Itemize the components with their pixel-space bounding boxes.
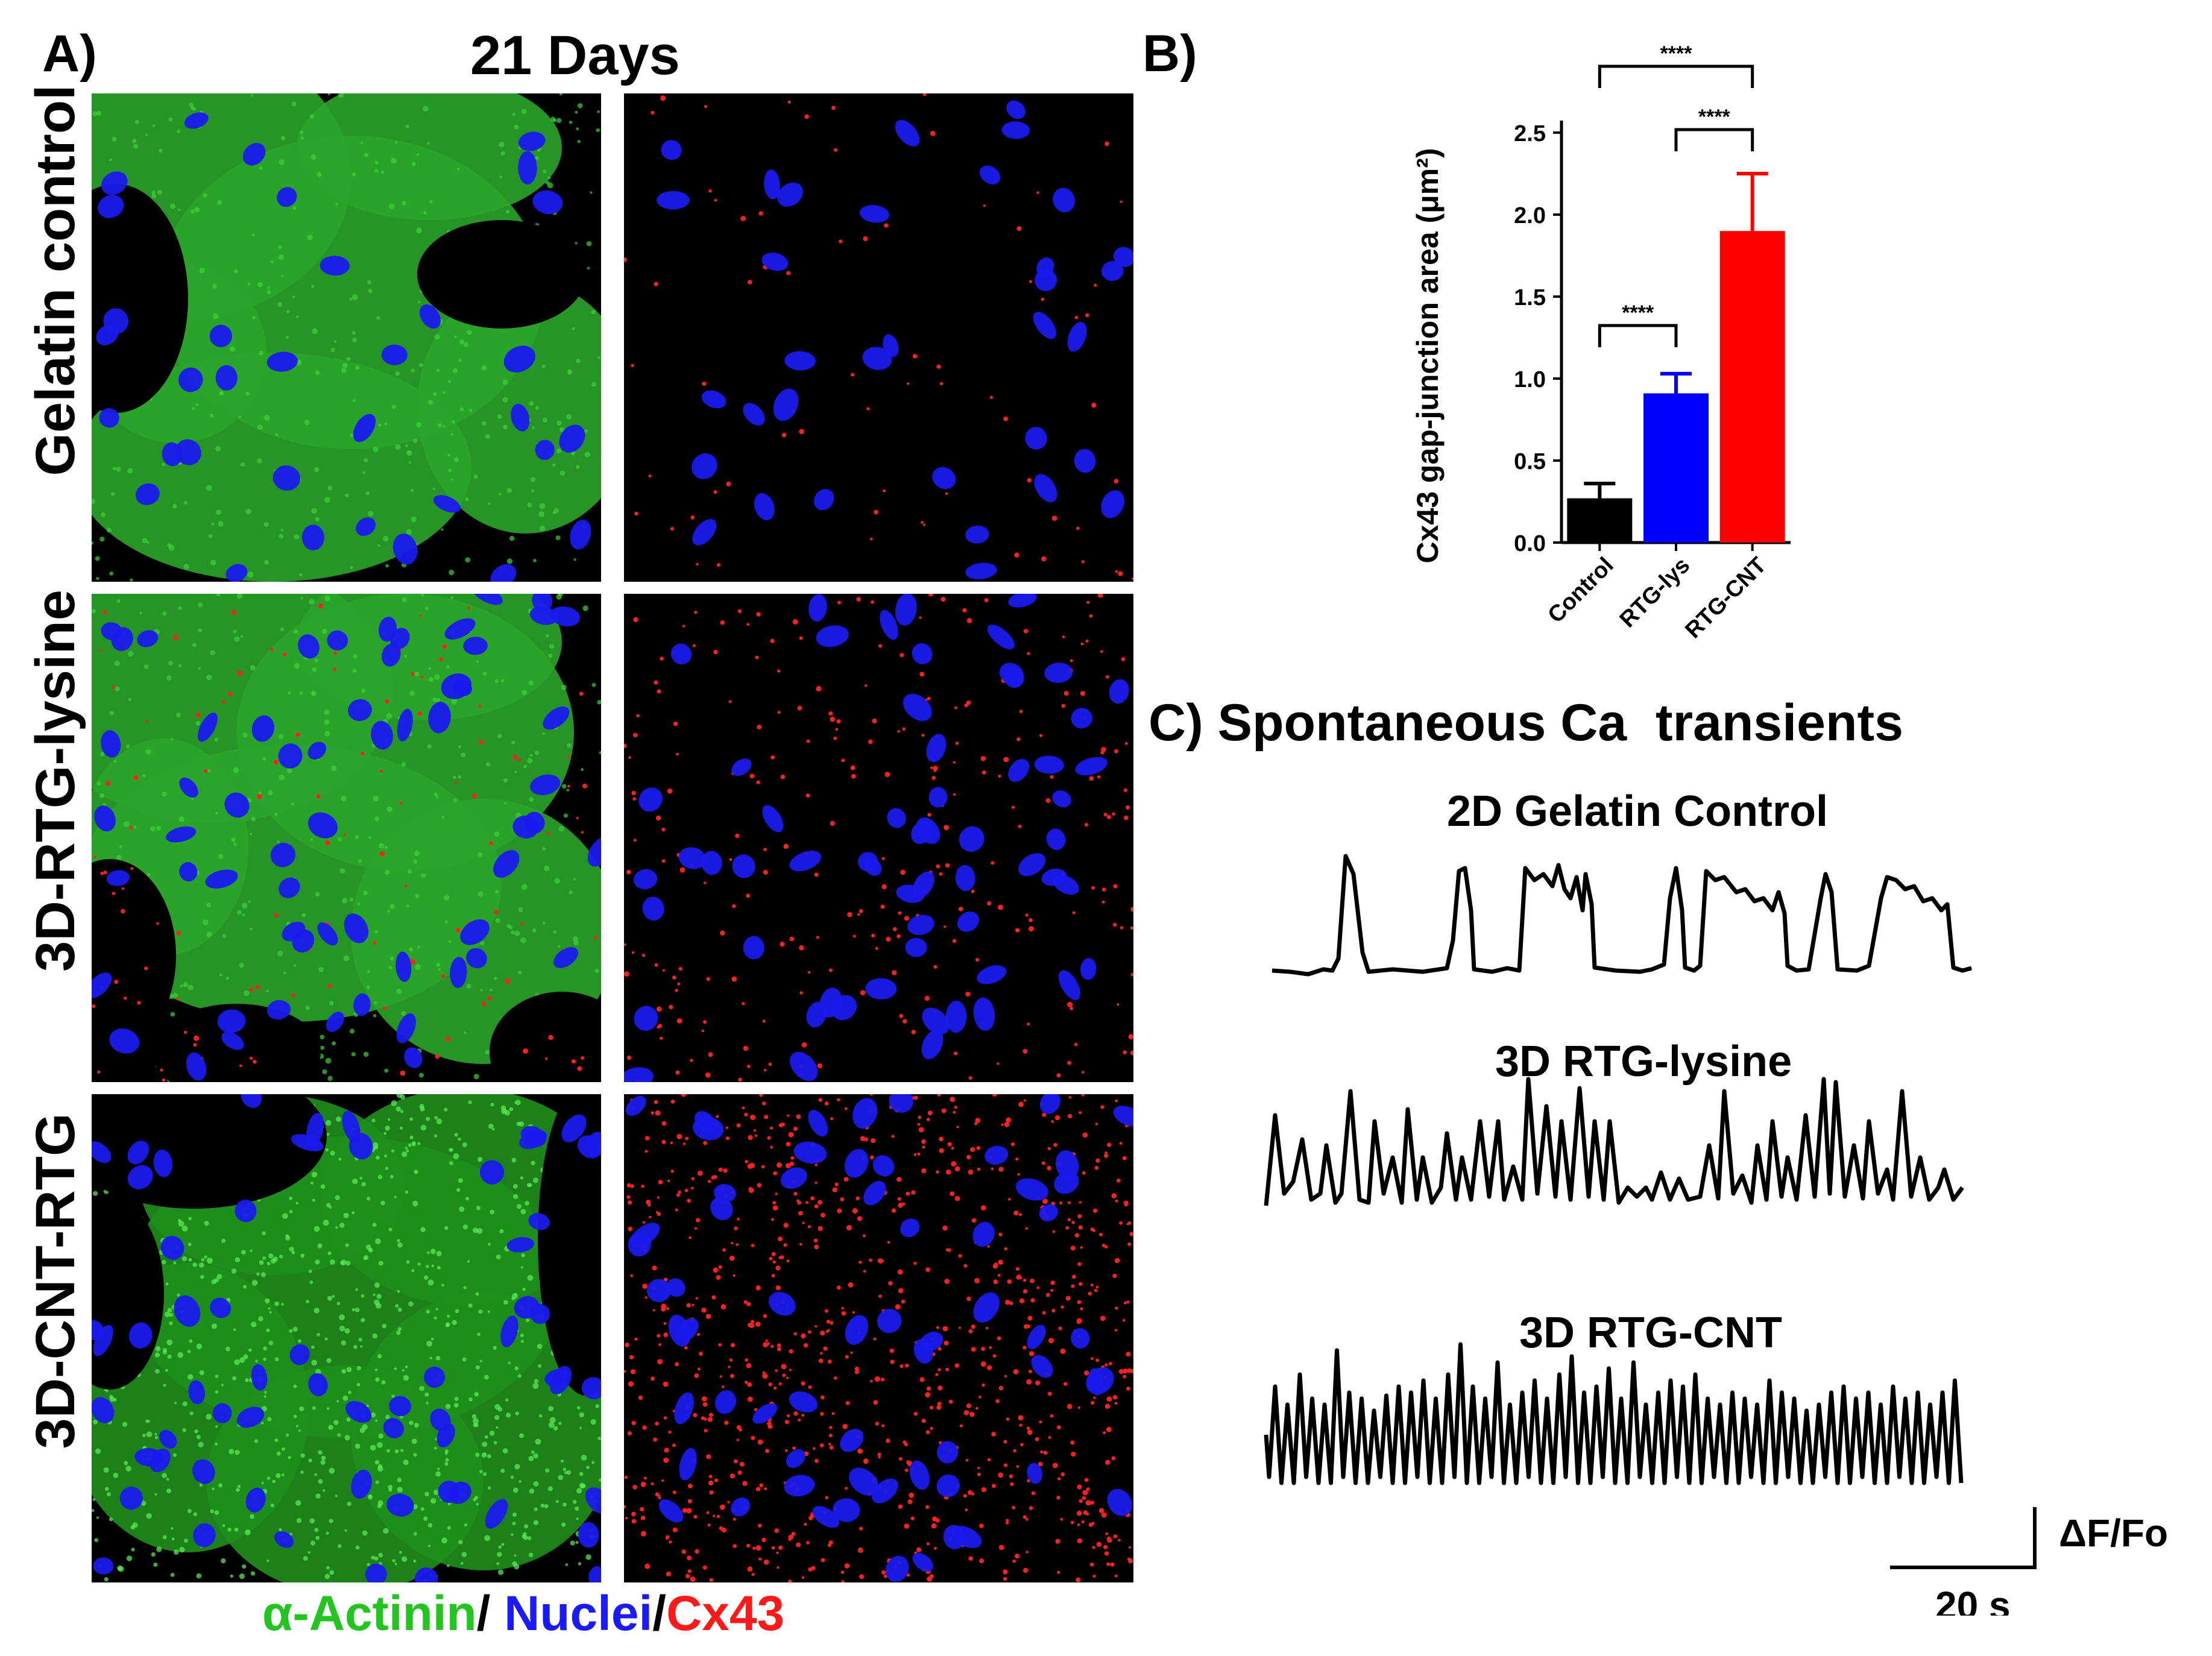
- panel-c-letter: C): [1149, 694, 1203, 752]
- significance-label: ****: [1698, 105, 1731, 128]
- stain-legend: α-Actinin/ Nuclei/Cx43: [262, 1585, 784, 1642]
- micrograph-cnt-actinin: [92, 1094, 601, 1582]
- y-tick-label: 0.0: [1514, 531, 1546, 556]
- trace-lysine-line: [1264, 1077, 1964, 1206]
- panel-a-title: 21 Days: [470, 25, 680, 86]
- micrograph-lysine-actinin: [92, 594, 601, 1082]
- y-tick-label: 1.5: [1514, 285, 1546, 310]
- y-tick-label: 1.0: [1514, 367, 1546, 392]
- significance-bracket: [1598, 324, 1678, 347]
- x-tick-label: Control: [1543, 553, 1618, 628]
- micrograph-gelatin-cx43: [624, 93, 1133, 582]
- panel-c-title-suffix: transients: [1655, 694, 1903, 752]
- trace-title-cnt: 3D RTG-CNT: [1519, 1309, 1782, 1357]
- row-label-3d-rtg-lysine: 3D-RTG-lysine: [25, 590, 86, 972]
- scale-bar: [1890, 1507, 2037, 1569]
- bar-rtg-cnt: [1719, 231, 1785, 543]
- y-tick-label: 2.0: [1514, 203, 1546, 228]
- trace-title-gelatin: 2D Gelatin Control: [1447, 787, 1829, 836]
- bar-rtg-lys: [1643, 393, 1709, 543]
- panel-c-title-prefix: Spontaneous Ca: [1217, 694, 1627, 752]
- scale-x-label: 20 s: [1935, 1584, 2011, 1616]
- y-tick-label: 0.5: [1514, 449, 1546, 474]
- micrograph-gelatin-actinin: [92, 93, 601, 582]
- y-axis-label: Cx43 gap-junction area (μm²): [1411, 148, 1445, 563]
- significance-label: ****: [1660, 42, 1693, 65]
- micrograph-cnt-cx43: [624, 1094, 1133, 1582]
- legend-nuclei: Nuclei: [504, 1586, 653, 1641]
- trace-title-lysine: 3D RTG-lysine: [1495, 1037, 1792, 1086]
- legend-sep-1: /: [476, 1586, 505, 1641]
- trace-cnt-line: [1264, 1342, 1964, 1485]
- legend-actinin: α-Actinin: [262, 1586, 477, 1641]
- x-tick-label: RTG-CNT: [1680, 553, 1771, 644]
- bar-chart: Cx43 gap-junction area (μm²) 0.0 0.5 1.0 1.…: [1411, 42, 1791, 644]
- panel-a-letter: A): [42, 25, 97, 83]
- calcium-traces: ΔF/Fo 20 s: [1264, 854, 2168, 1616]
- row-label-gelatin-control: Gelatin control: [25, 84, 86, 476]
- bar-control: [1567, 498, 1633, 543]
- significance-bracket: [1598, 65, 1754, 88]
- significance-bracket: [1674, 128, 1754, 151]
- x-tick-label: RTG-lys: [1615, 553, 1695, 633]
- panel-b-letter: B): [1142, 25, 1197, 83]
- trace-gelatin-line: [1271, 854, 1972, 977]
- scale-y-label: ΔF/Fo: [2059, 1511, 2168, 1555]
- row-label-3d-cnt-rtg: 3D-CNT-RTG: [25, 1113, 86, 1449]
- legend-sep-2: /: [652, 1586, 667, 1641]
- legend-cx43: Cx43: [666, 1586, 785, 1641]
- panel-c-title: C) Spontaneous Ca transients: [1149, 693, 1903, 753]
- y-tick-label: 2.5: [1514, 121, 1546, 146]
- significance-label: ****: [1622, 301, 1654, 324]
- micrograph-lysine-cx43: [624, 594, 1133, 1082]
